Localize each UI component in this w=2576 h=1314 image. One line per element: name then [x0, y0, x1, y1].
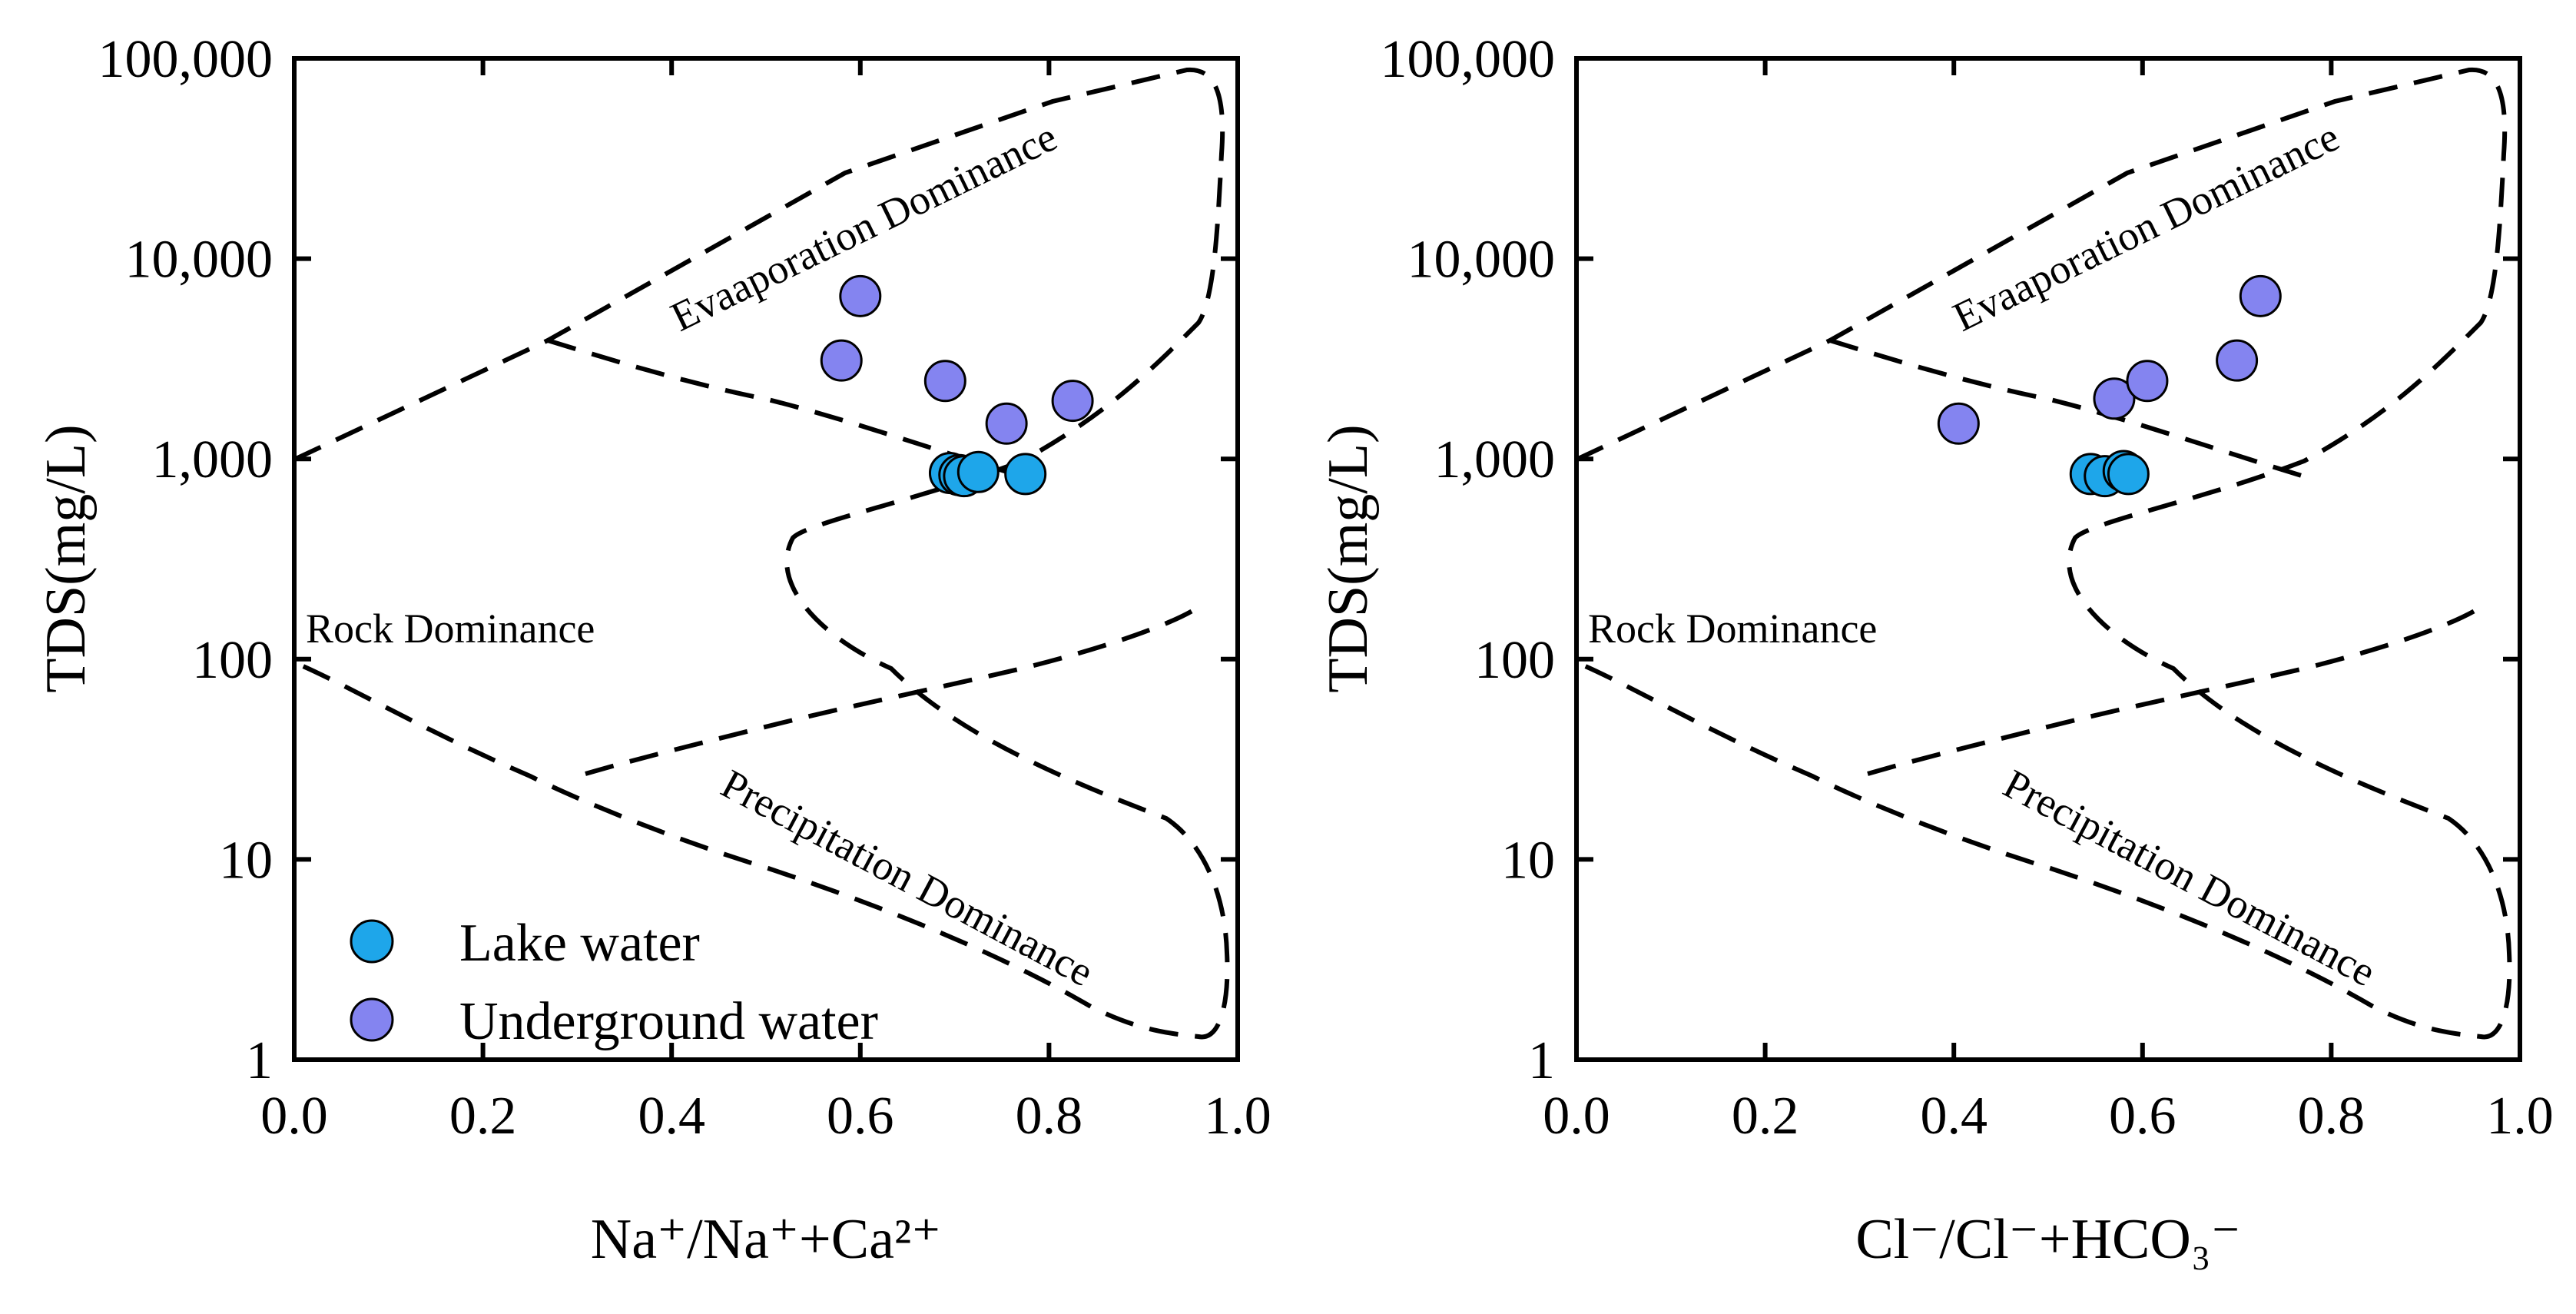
- x-tick-label: 1.0: [2486, 1087, 2554, 1146]
- legend: Lake water Underground water: [350, 914, 878, 1051]
- region-label-precipitation: Precipitation Dominance: [1996, 761, 2382, 996]
- y-tick-label: 10: [219, 831, 273, 890]
- underground-water-point: [1937, 402, 1980, 445]
- underground-water-point: [985, 402, 1028, 445]
- y-tick-label: 1: [246, 1031, 273, 1090]
- x-tick-label: 0.0: [260, 1087, 328, 1146]
- underground-water-point: [2126, 360, 2169, 403]
- x-tick-label: 0.8: [2298, 1087, 2365, 1146]
- y-tick-label: 100,000: [98, 30, 274, 89]
- region-label-rock: Rock Dominance: [306, 606, 595, 652]
- plot-frame: [292, 56, 1240, 1062]
- boundary-middle: [1829, 338, 2305, 479]
- boundary-upper-left: [1575, 67, 2512, 1040]
- data-points: [820, 274, 1094, 498]
- region-label-evaporation: Evaaporation Dominance: [1946, 114, 2346, 340]
- region-label-rock: Rock Dominance: [1588, 606, 1877, 652]
- x-tick-label: 0.6: [2109, 1087, 2177, 1146]
- gibbs-plot-cation: 0.0 0.2 0.4 0.6 0.8 1.0 1 10 100 1,000 10,000 100,0…: [35, 30, 1271, 1271]
- lake-water-point: [1004, 453, 1047, 496]
- boundary-lower: [585, 605, 1200, 776]
- x-tick-label: 0.4: [1920, 1087, 1988, 1146]
- x-axis-title: Cl⁻/Cl⁻+HCO₃⁻: [1855, 1208, 2240, 1271]
- y-tick-label: 1: [1528, 1031, 1555, 1090]
- underground-water-point: [2239, 274, 2282, 317]
- boundary-upper-left: [293, 67, 1230, 1040]
- underground-water-point: [839, 274, 882, 317]
- boundary-lower: [1867, 605, 2482, 776]
- underground-water-point: [820, 339, 863, 382]
- axis-ticks: 0.0 0.2 0.4 0.6 0.8 1.0 1 10 100 1,000 10,000 100,0…: [98, 30, 1271, 1146]
- x-tick-label: 0.2: [1732, 1087, 1799, 1146]
- data-points: [1937, 274, 2282, 498]
- axis-ticks: 0.0 0.2 0.4 0.6 0.8 1.0 1 10 100 1,000 10,000 100,0…: [1381, 30, 2554, 1146]
- region-label-precipitation: Precipitation Dominance: [714, 761, 1100, 996]
- legend-marker-lake-water: [350, 919, 394, 964]
- x-axis-title: Na⁺/Na⁺+Ca²⁺: [591, 1208, 941, 1271]
- y-tick-label: 100: [1474, 631, 1555, 690]
- y-axis-title: TDS(mg/L): [1317, 424, 1380, 692]
- lake-water-point: [2107, 453, 2150, 496]
- gibbs-plot-anion: 0.0 0.2 0.4 0.6 0.8 1.0 1 10 100 1,000 10,000 100,0…: [1317, 30, 2554, 1271]
- x-tick-label: 0.0: [1543, 1087, 1610, 1146]
- x-tick-label: 0.4: [638, 1087, 705, 1146]
- underground-water-point: [1051, 380, 1094, 423]
- x-tick-label: 0.2: [449, 1087, 517, 1146]
- region-boundaries: [1575, 67, 2512, 1040]
- plot-frame: [1574, 56, 2522, 1062]
- y-tick-label: 10,000: [1407, 231, 1556, 290]
- y-tick-label: 100: [192, 631, 273, 690]
- x-tick-label: 1.0: [1204, 1087, 1271, 1146]
- boundary-middle: [547, 338, 1023, 479]
- y-tick-label: 100,000: [1381, 30, 1556, 89]
- underground-water-point: [2216, 339, 2259, 382]
- legend-label-lake-water: Lake water: [459, 914, 700, 973]
- legend-label-underground-water: Underground water: [459, 992, 878, 1051]
- underground-water-point: [2093, 377, 2136, 420]
- region-boundaries: [293, 67, 1230, 1040]
- underground-water-point: [923, 360, 966, 403]
- y-axis-title: TDS(mg/L): [35, 424, 98, 692]
- y-tick-label: 1,000: [152, 430, 274, 489]
- legend-marker-underground-water: [350, 997, 394, 1042]
- x-tick-label: 0.8: [1016, 1087, 1083, 1146]
- y-tick-label: 1,000: [1434, 430, 1556, 489]
- y-tick-label: 10,000: [125, 231, 274, 290]
- lake-water-point: [956, 450, 1000, 493]
- y-tick-label: 10: [1501, 831, 1555, 890]
- x-tick-label: 0.6: [827, 1087, 894, 1146]
